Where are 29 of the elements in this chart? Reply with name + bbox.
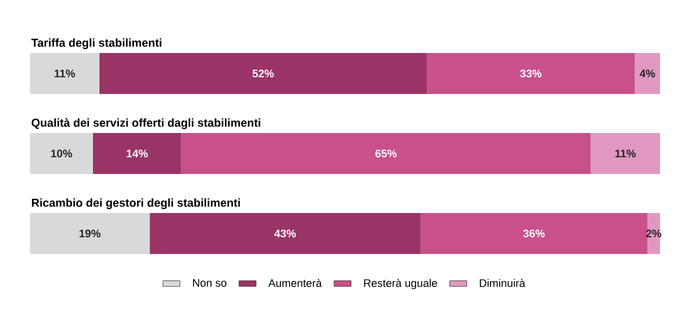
data-label: 14%: [126, 150, 148, 158]
legend-label: Aumenterà: [268, 278, 322, 287]
data-label: 36%: [523, 230, 545, 238]
bar: [30, 213, 150, 254]
bar: [420, 213, 648, 254]
bar: [590, 133, 660, 174]
bar: [30, 53, 100, 94]
data-label: 19%: [80, 230, 101, 238]
bar: [426, 53, 635, 94]
y-tick-label: Qualità dei servizi offerti dagli stabilimenti: [32, 118, 260, 130]
y-tick-label: Tariffa degli stabilimenti: [31, 38, 162, 50]
legend-label: Resterà uguale: [364, 278, 438, 290]
data-label: 52%: [252, 70, 274, 78]
data-label: 43%: [274, 230, 296, 238]
bar: [99, 53, 427, 94]
bar: [30, 133, 93, 174]
legend-label: Diminuirà: [480, 278, 526, 287]
data-label: 65%: [375, 150, 397, 158]
data-label: 11%: [54, 70, 76, 78]
bar: [634, 53, 660, 94]
bar: [181, 133, 591, 174]
bar: [93, 133, 182, 174]
legend-label: Non so: [193, 279, 226, 287]
data-label: 10%: [51, 150, 72, 158]
data-label: 4%: [640, 70, 656, 78]
data-label: 11%: [615, 150, 636, 158]
bar: [150, 213, 421, 254]
data-label: 33%: [520, 70, 542, 78]
y-tick-label: Ricambio dei gestori degli stabilimenti: [32, 198, 240, 210]
